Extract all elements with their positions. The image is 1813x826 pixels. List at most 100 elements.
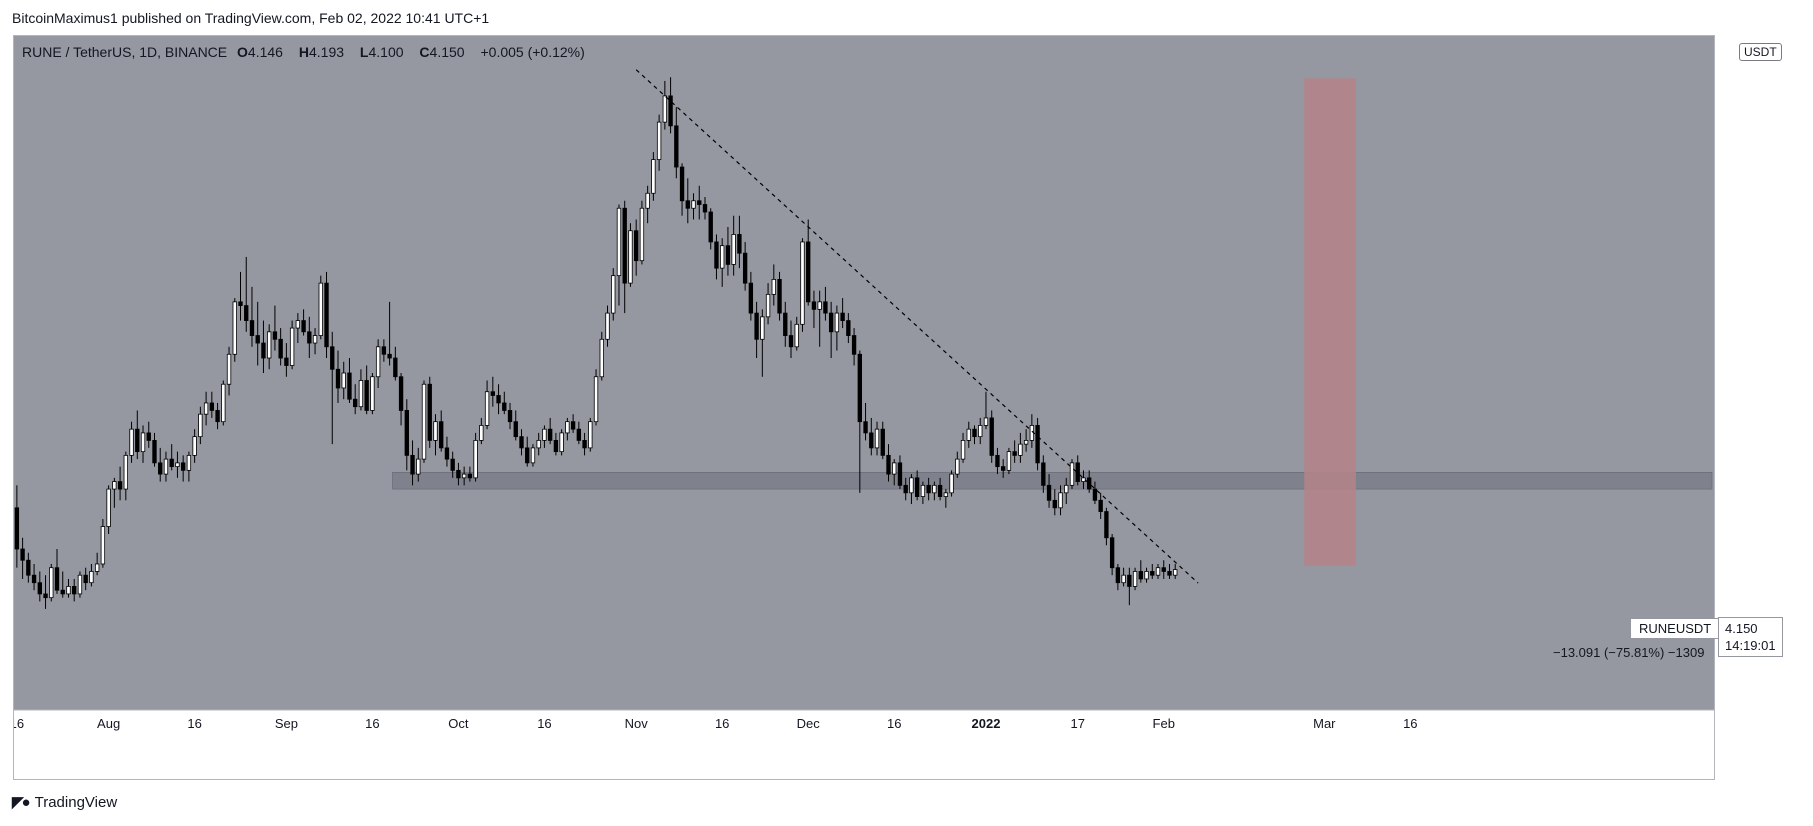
candle[interactable] [765,283,771,325]
candle[interactable] [232,298,237,362]
candle[interactable] [570,414,576,433]
candle[interactable] [1012,440,1017,463]
candle[interactable] [180,455,186,482]
candle[interactable] [89,563,94,587]
chart-plot[interactable]: 2.0003.0004.0005.0006.0007.0008.0009.000… [14,36,1714,746]
candle[interactable] [467,466,473,482]
candle[interactable] [914,470,920,501]
candle[interactable] [834,305,840,351]
candle[interactable] [685,178,690,224]
candle[interactable] [628,223,633,287]
candle[interactable] [559,429,564,456]
candle[interactable] [656,114,662,171]
target-zone[interactable] [1304,78,1356,566]
candle[interactable] [1018,432,1023,463]
candle[interactable] [949,470,954,497]
candle[interactable] [622,200,627,314]
candle[interactable] [851,328,857,366]
candle[interactable] [484,380,490,430]
candle[interactable] [26,552,31,583]
candle[interactable] [611,268,616,321]
candle[interactable] [507,402,513,430]
candle[interactable] [869,417,874,456]
candle[interactable] [347,358,352,403]
candle[interactable] [874,421,880,456]
candle[interactable] [645,185,650,224]
candle[interactable] [525,436,530,467]
candle[interactable] [393,346,398,381]
candle[interactable] [536,432,541,456]
candle[interactable] [639,200,645,265]
candle[interactable] [496,384,501,415]
candle[interactable] [708,208,713,250]
candle[interactable] [995,447,1000,475]
candle[interactable] [966,421,971,448]
candle[interactable] [880,421,885,460]
candle[interactable] [490,376,495,407]
candle[interactable] [169,444,174,471]
candle[interactable] [1144,567,1149,583]
candle[interactable] [1173,563,1178,579]
candle[interactable] [1064,477,1069,505]
candle[interactable] [83,567,88,591]
currency-badge[interactable]: USDT [1739,43,1782,61]
candle[interactable] [163,451,169,482]
candle[interactable] [284,343,289,377]
candle[interactable] [94,552,100,576]
candle[interactable] [737,215,742,269]
candle[interactable] [43,575,48,609]
candle[interactable] [301,309,306,336]
candle[interactable] [66,578,71,598]
candle[interactable] [817,290,822,347]
candle[interactable] [54,548,60,594]
candle[interactable] [760,309,765,377]
candle[interactable] [129,421,134,463]
candle[interactable] [897,455,903,490]
candle[interactable] [1138,560,1143,583]
candle[interactable] [267,324,272,370]
candle[interactable] [255,301,260,366]
candle[interactable] [1001,459,1006,478]
candle[interactable] [37,571,42,602]
support-zone[interactable] [392,471,1713,490]
candle[interactable] [886,444,891,482]
candle[interactable] [135,410,140,460]
candle[interactable] [588,417,593,452]
candle[interactable] [106,485,111,535]
candle[interactable] [461,466,467,486]
candle[interactable] [238,271,243,321]
candle[interactable] [725,226,731,276]
candle[interactable] [771,264,776,306]
candle[interactable] [77,571,83,598]
candle[interactable] [307,316,312,359]
candle[interactable] [209,391,215,418]
candle[interactable] [892,459,897,486]
descending-resistance-line[interactable] [635,69,1199,584]
candle[interactable] [593,369,599,426]
candle[interactable] [175,451,180,478]
candle[interactable] [547,417,553,445]
candle[interactable] [783,301,788,347]
candle[interactable] [679,163,685,216]
candle[interactable] [1150,563,1155,579]
candle[interactable] [599,331,604,381]
candle[interactable] [823,286,828,321]
candle[interactable] [1069,459,1075,490]
candle[interactable] [926,477,931,501]
candle[interactable] [513,410,518,441]
candle[interactable] [410,440,415,486]
candle[interactable] [920,481,926,505]
candle[interactable] [811,290,817,329]
candle[interactable] [983,391,989,430]
candle[interactable] [31,563,37,591]
candle[interactable] [198,406,203,445]
candle[interactable] [341,361,346,400]
candle[interactable] [720,238,725,287]
candle[interactable] [714,234,719,280]
candle[interactable] [943,489,949,508]
candle[interactable] [295,313,301,344]
candle[interactable] [1109,534,1115,576]
candle[interactable] [955,451,960,478]
candle[interactable] [278,328,283,366]
candle[interactable] [788,320,794,359]
